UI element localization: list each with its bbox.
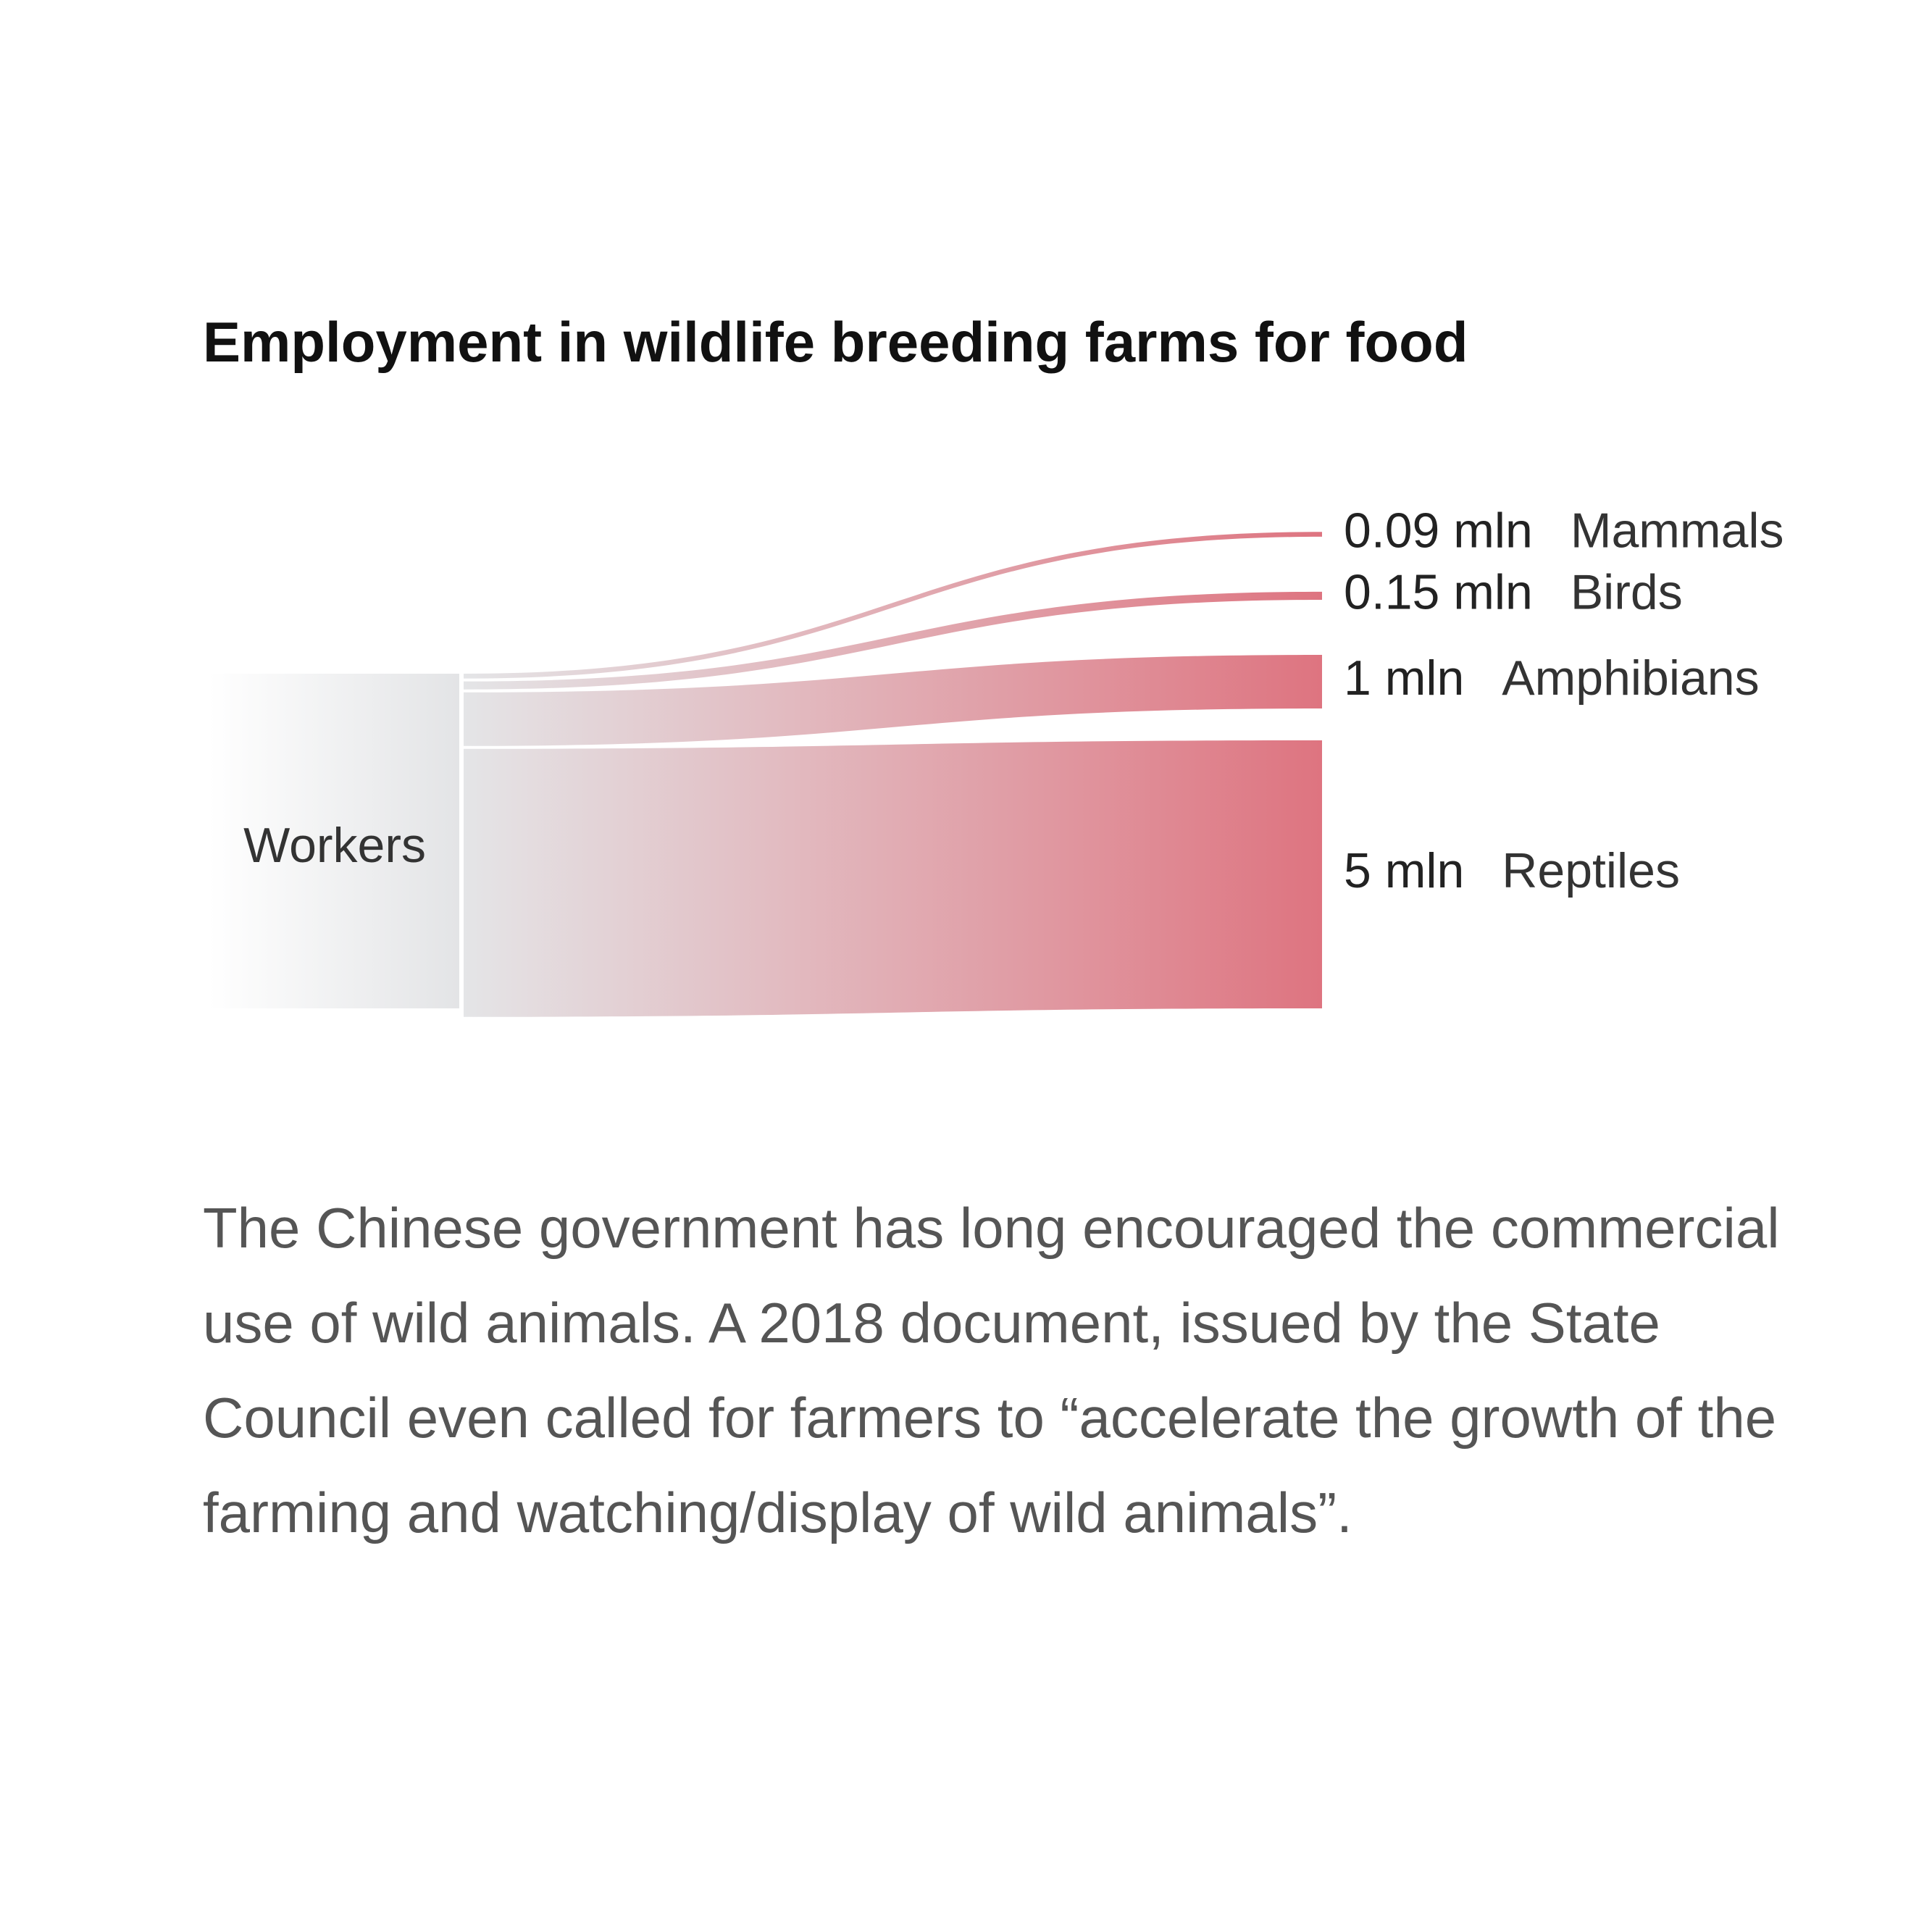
chart-title: Employment in wildlife breeding farms fo… <box>203 310 1468 374</box>
sankey-labels: 0.09 mln Mammals 0.15 mln Birds 1 mln Amphibi… <box>1344 503 1784 898</box>
category-label-amphibians: Amphibians <box>1502 651 1759 706</box>
category-label-birds: Birds <box>1571 564 1683 619</box>
value-label-reptiles: 5 mln <box>1344 843 1464 898</box>
value-label-mammals: 0.09 mln <box>1344 503 1533 559</box>
sankey-chart: Workers 0.09 mln Mammals 0.15 mln Birds 1 ml… <box>209 503 1784 1017</box>
source-label: Workers <box>243 818 426 873</box>
category-label-mammals: Mammals <box>1571 503 1784 559</box>
value-label-amphibians: 1 mln <box>1344 651 1464 706</box>
flow-birds <box>464 591 1322 690</box>
source-node <box>209 674 459 1008</box>
category-label-reptiles: Reptiles <box>1502 843 1680 898</box>
sankey-flows <box>464 532 1322 1017</box>
flow-reptiles <box>464 740 1322 1017</box>
body-paragraph: The Chinese government has long encourag… <box>203 1196 1780 1544</box>
flow-amphibians <box>464 655 1322 746</box>
value-label-birds: 0.15 mln <box>1344 564 1533 619</box>
flow-mammals <box>464 532 1322 679</box>
